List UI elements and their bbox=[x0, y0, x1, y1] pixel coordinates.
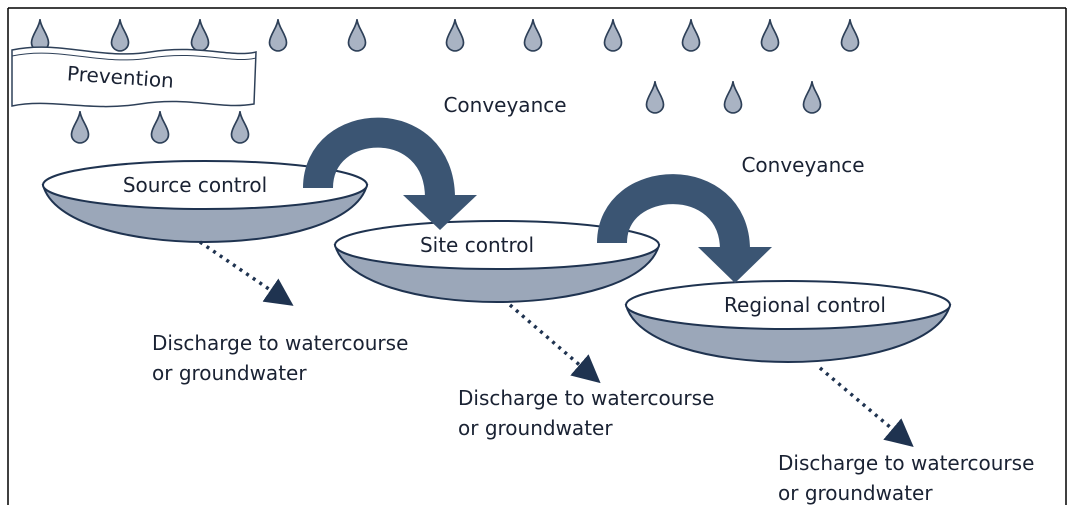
discharge-label: or groundwater bbox=[458, 416, 613, 440]
bowl-label: Site control bbox=[420, 233, 534, 257]
rain-drop bbox=[647, 81, 664, 113]
conveyance-label: Conveyance bbox=[741, 153, 864, 177]
discharge-label: Discharge to watercourse bbox=[458, 386, 714, 410]
rain-drop bbox=[525, 19, 542, 51]
discharge-arrow bbox=[200, 242, 282, 298]
rain-drop bbox=[112, 19, 129, 51]
arrow-head bbox=[698, 247, 772, 283]
discharge-label: or groundwater bbox=[778, 481, 933, 505]
discharge-label: Discharge to watercourse bbox=[152, 331, 408, 355]
bowl-label: Regional control bbox=[724, 293, 886, 317]
rain-drop bbox=[152, 111, 169, 143]
discharge-arrow bbox=[820, 368, 903, 438]
discharge-arrow bbox=[510, 305, 590, 374]
rain-drop bbox=[447, 19, 464, 51]
rain-drop bbox=[270, 19, 287, 51]
rain-drop bbox=[192, 19, 209, 51]
rain-drop bbox=[683, 19, 700, 51]
rain-drop bbox=[842, 19, 859, 51]
rain-drop bbox=[232, 111, 249, 143]
rain-drop bbox=[762, 19, 779, 51]
rain-drop bbox=[349, 19, 366, 51]
rain-drop bbox=[32, 19, 49, 51]
rain-drop bbox=[804, 81, 821, 113]
rain-drop bbox=[725, 81, 742, 113]
conveyance-label: Conveyance bbox=[443, 93, 566, 117]
rain-drop bbox=[605, 19, 622, 51]
bowl-label: Source control bbox=[123, 173, 267, 197]
discharge-label: Discharge to watercourse bbox=[778, 451, 1034, 475]
rain-drop bbox=[72, 111, 89, 143]
diagram: Prevention Conveyance Conveyance Source … bbox=[0, 0, 1073, 505]
bowls: Source control Discharge to watercourse or… bbox=[43, 161, 1034, 505]
discharge-label: or groundwater bbox=[152, 361, 307, 385]
